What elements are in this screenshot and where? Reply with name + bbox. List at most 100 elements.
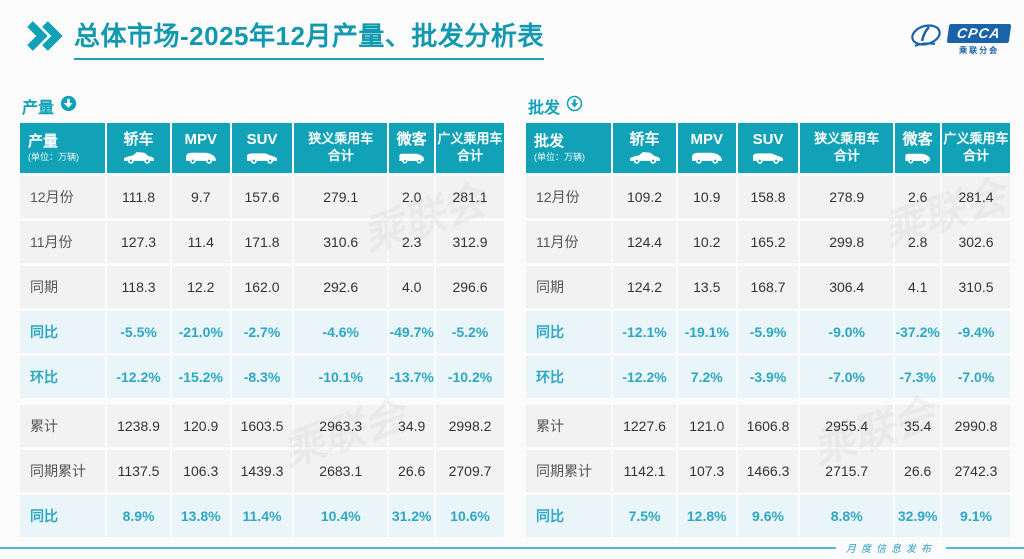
data-cell: 162.0 [231, 266, 293, 308]
data-cell: 310.6 [294, 221, 388, 263]
data-cell: -13.7% [389, 356, 435, 398]
column-header: MPV [677, 123, 736, 173]
data-cell: 171.8 [231, 221, 293, 263]
data-cell: -9.0% [800, 311, 894, 353]
data-cell: 1603.5 [231, 405, 293, 447]
double-chevron-icon [26, 20, 64, 56]
data-cell: 11.4% [231, 495, 293, 537]
suv-icon [751, 150, 785, 165]
column-header: 广义乘用车 合计 [942, 123, 1010, 173]
data-cell: -19.1% [677, 311, 736, 353]
data-cell: 157.6 [231, 176, 293, 218]
column-header: SUV [231, 123, 293, 173]
data-cell: 26.6 [389, 450, 435, 492]
column-header: SUV [737, 123, 799, 173]
column-header: 狭义乘用车 合计 [294, 123, 388, 173]
data-cell: -9.4% [942, 311, 1010, 353]
data-cell: 9.6% [737, 495, 799, 537]
data-cell: 1142.1 [613, 450, 676, 492]
data-cell: -7.3% [895, 356, 941, 398]
row-label: 同期累计 [526, 450, 612, 492]
column-header: 微客 [389, 123, 435, 173]
microvan-icon [903, 151, 933, 165]
data-cell: -5.5% [107, 311, 170, 353]
data-cell: 127.3 [107, 221, 170, 263]
data-cell: 158.8 [737, 176, 799, 218]
footer-line [0, 546, 836, 549]
data-cell: 1606.8 [737, 405, 799, 447]
mpv-icon [184, 150, 218, 165]
data-cell: 310.5 [942, 266, 1010, 308]
row-label: 同期 [526, 266, 612, 308]
row-label: 累计 [526, 405, 612, 447]
data-cell: 2.6 [895, 176, 941, 218]
data-cell: 2709.7 [436, 450, 504, 492]
data-cell: 165.2 [737, 221, 799, 263]
data-cell: 1439.3 [231, 450, 293, 492]
data-cell: -8.3% [231, 356, 293, 398]
data-cell: 2.8 [895, 221, 941, 263]
data-cell: 118.3 [107, 266, 170, 308]
data-cell: 2955.4 [800, 405, 894, 447]
data-cell: -12.2% [613, 356, 676, 398]
sedan-icon [628, 150, 662, 165]
data-cell: 2715.7 [800, 450, 894, 492]
data-cell: 12.2 [171, 266, 230, 308]
data-cell: 1227.6 [613, 405, 676, 447]
data-cell: 13.8% [171, 495, 230, 537]
data-cell: 296.6 [436, 266, 504, 308]
table-header-cell: 产量 (单位：万辆) [20, 123, 106, 173]
header: 总体市场-2025年12月产量、批发分析表 CPCA 乘联分会 [26, 16, 1012, 60]
data-cell: -3.9% [737, 356, 799, 398]
data-cell: 10.2 [677, 221, 736, 263]
data-cell: -7.0% [942, 356, 1010, 398]
data-cell: 9.7 [171, 176, 230, 218]
row-label: 12月份 [526, 176, 612, 218]
data-cell: 312.9 [436, 221, 504, 263]
data-cell: 31.2% [389, 495, 435, 537]
row-label: 同比 [526, 311, 612, 353]
production-grid: 产量 (单位：万辆) 轿车 MPV SUV 狭义乘用车 合计 微客 广义乘用车 合计 12月份 111… [20, 123, 504, 537]
footer-label: 月度信息发布 [846, 544, 936, 555]
data-cell: 302.6 [942, 221, 1010, 263]
data-cell: 2998.2 [436, 405, 504, 447]
data-cell: 7.5% [613, 495, 676, 537]
row-label: 环比 [526, 356, 612, 398]
data-cell: 2683.1 [294, 450, 388, 492]
data-cell: 9.1% [942, 495, 1010, 537]
page-title: 总体市场-2025年12月产量、批发分析表 [74, 16, 544, 60]
wholesale-table: 批发 批发 (单位：万辆) 轿车 MPV SUV 狭义乘用车 合计 微客 广义乘用车 合计 12月份… [526, 94, 1010, 537]
table-header-cell: 批发 (单位：万辆) [526, 123, 612, 173]
data-cell: 1137.5 [107, 450, 170, 492]
row-label: 同比 [526, 495, 612, 537]
row-label: 11月份 [526, 221, 612, 263]
cpca-emblem-icon [909, 22, 943, 57]
row-label: 同期 [20, 266, 106, 308]
wholesale-grid: 批发 (单位：万辆) 轿车 MPV SUV 狭义乘用车 合计 微客 广义乘用车 合计 12月份 109… [526, 123, 1010, 537]
column-header: 微客 [895, 123, 941, 173]
row-label: 累计 [20, 405, 106, 447]
cpca-subtitle: 乘联分会 [959, 45, 1000, 55]
data-cell: 124.4 [613, 221, 676, 263]
data-cell: 13.5 [677, 266, 736, 308]
microvan-icon [397, 151, 427, 165]
data-cell: 4.0 [389, 266, 435, 308]
column-header: 狭义乘用车 合计 [800, 123, 894, 173]
circle-down-arrow-icon [60, 95, 77, 117]
wholesale-section-label: 批发 [528, 100, 561, 117]
data-cell: 120.9 [171, 405, 230, 447]
data-cell: 1466.3 [737, 450, 799, 492]
data-cell: 292.6 [294, 266, 388, 308]
data-cell: 281.4 [942, 176, 1010, 218]
data-cell: -37.2% [895, 311, 941, 353]
data-cell: 10.9 [677, 176, 736, 218]
data-cell: 2963.3 [294, 405, 388, 447]
sedan-icon [122, 150, 156, 165]
footer-line [946, 546, 1024, 549]
data-cell: -12.1% [613, 311, 676, 353]
data-cell: 11.4 [171, 221, 230, 263]
data-cell: 279.1 [294, 176, 388, 218]
data-cell: -10.2% [436, 356, 504, 398]
data-cell: 10.6% [436, 495, 504, 537]
